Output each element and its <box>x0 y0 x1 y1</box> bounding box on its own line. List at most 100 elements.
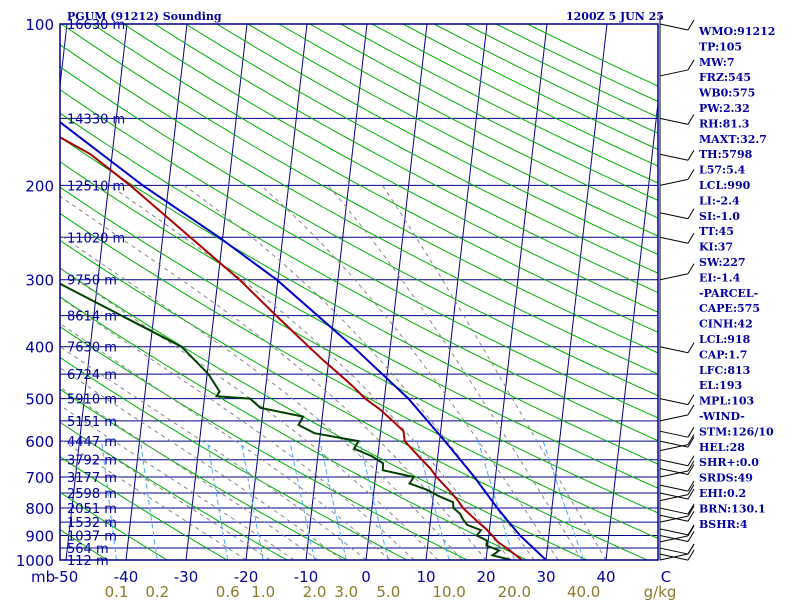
isotherm <box>305 24 368 560</box>
wind-barb <box>659 507 689 515</box>
pressure-tick-label: 100 <box>25 16 54 34</box>
pressure-axis-label: mb <box>31 568 55 586</box>
wind-barbs <box>659 16 695 561</box>
wind-barb <box>659 273 689 281</box>
mixing-ratio-line <box>101 441 117 560</box>
temperature-tick-label: -40 <box>114 568 139 586</box>
mixing-ratio-line <box>289 441 315 560</box>
plot-frame <box>59 23 659 561</box>
dry-adiabat <box>60 421 288 560</box>
stability-index: WMO:91212 <box>698 25 775 38</box>
wind-barb-flag <box>687 59 695 71</box>
stability-index: BRN:130.1 <box>699 502 766 515</box>
moist-adiabat <box>60 386 319 560</box>
stability-index: PW:2.32 <box>699 102 750 115</box>
dry-adiabat <box>60 326 468 560</box>
mixing-ratio-tick-label: 3.0 <box>334 583 358 600</box>
temperature-tick-label: 10 <box>416 568 435 586</box>
stability-index: -WIND- <box>699 410 745 423</box>
dry-adiabat <box>60 388 348 560</box>
height-label: 4447 m <box>67 435 117 450</box>
isotherm <box>125 24 188 560</box>
wind-barb-flag <box>687 484 695 495</box>
moist-adiabat <box>60 267 439 560</box>
wind-barb <box>659 470 689 478</box>
moist-adiabat <box>60 297 415 560</box>
pressure-tick-label: 200 <box>25 177 54 195</box>
wind-barb <box>659 494 689 502</box>
moist-adiabat <box>60 404 295 560</box>
mixing-ratio-tick-label: 20.0 <box>498 583 531 600</box>
temperature-tick-label: -50 <box>54 568 79 586</box>
valid-time: 1200Z 5 JUN 25 <box>566 10 664 23</box>
wind-barb <box>659 398 689 406</box>
pressure-tick-label: 800 <box>25 500 54 518</box>
wind-barb-flag <box>687 434 695 445</box>
moist-adiabat <box>260 185 559 560</box>
temperature-tick-label: 0 <box>361 568 371 586</box>
height-label: 5910 m <box>67 393 117 408</box>
dry-adiabat <box>61 24 658 354</box>
mixing-ratio-line <box>359 440 389 560</box>
wind-barb-flag <box>687 505 695 517</box>
stability-index: MAXT:32.7 <box>699 133 767 146</box>
wind-barb <box>659 117 689 125</box>
dry-adiabat <box>60 296 528 560</box>
temperature-tick-label: 20 <box>476 568 495 586</box>
height-label: 564 m <box>67 542 109 557</box>
wind-barb-flag <box>687 503 695 515</box>
wind-barb <box>659 346 689 354</box>
height-label: 6724 m <box>67 368 117 383</box>
stability-index: EHI:0.2 <box>699 487 746 500</box>
wind-barb <box>659 236 689 244</box>
moist-adiabat <box>60 421 271 560</box>
stability-index: LI:-2.4 <box>699 194 740 207</box>
stability-index: FRZ:545 <box>699 71 751 84</box>
mixing-ratio-tick-label: 40.0 <box>567 583 600 600</box>
wind-barb <box>659 534 689 542</box>
wind-barb-flag <box>687 480 695 492</box>
sounding-profiles <box>60 120 547 560</box>
wind-barb <box>659 414 689 422</box>
wind-barb-flag <box>687 150 695 161</box>
height-label: 3177 m <box>67 471 117 486</box>
moist-adiabat <box>60 322 391 560</box>
dry-adiabat <box>60 112 658 442</box>
stability-index: -PARCEL- <box>699 287 758 300</box>
dry-adiabat <box>60 89 658 419</box>
wind-barb <box>659 514 689 522</box>
wind-barb <box>659 515 689 523</box>
height-label: 8614 m <box>67 310 117 325</box>
mixing-ratio-line <box>477 440 515 560</box>
stability-index: KI:37 <box>699 241 733 254</box>
wind-barb-flag <box>687 464 695 475</box>
height-label: 5151 m <box>67 415 117 430</box>
stability-index: HEL:28 <box>699 441 745 454</box>
mixing-ratio-line <box>542 440 585 560</box>
dry-adiabat <box>154 24 658 294</box>
height-label: 7630 m <box>67 341 117 356</box>
mixing-ratio-tick-label: 0.1 <box>105 583 129 600</box>
dry-adiabat <box>60 456 228 560</box>
stability-index: LCL:918 <box>699 333 751 346</box>
dry-adiabat <box>92 24 658 333</box>
mixing-ratio-tick-label: 5.0 <box>376 583 400 600</box>
mixing-ratio-tick-label: 2.0 <box>303 583 327 600</box>
temperature-tick-label: -30 <box>174 568 199 586</box>
wind-barb-flag <box>687 208 695 220</box>
wind-barb <box>659 23 689 31</box>
wind-barb <box>659 492 689 500</box>
wind-barb <box>659 547 689 555</box>
stability-indices-panel: WMO:91212 TP:105 MW:7 FRZ:545 WB0:575 PW:2.32… <box>698 25 775 531</box>
mixing-ratio-line <box>416 440 450 560</box>
stability-index: LFC:813 <box>699 364 750 377</box>
stability-index: CAP:1.7 <box>699 348 747 361</box>
dry-adiabat <box>60 66 658 397</box>
height-label: 12510 m <box>67 179 125 194</box>
dry-adiabat <box>60 161 658 489</box>
wind-barb <box>659 178 689 186</box>
wind-barb <box>659 153 689 161</box>
mixing-ratio-tick-label: 10.0 <box>432 583 465 600</box>
